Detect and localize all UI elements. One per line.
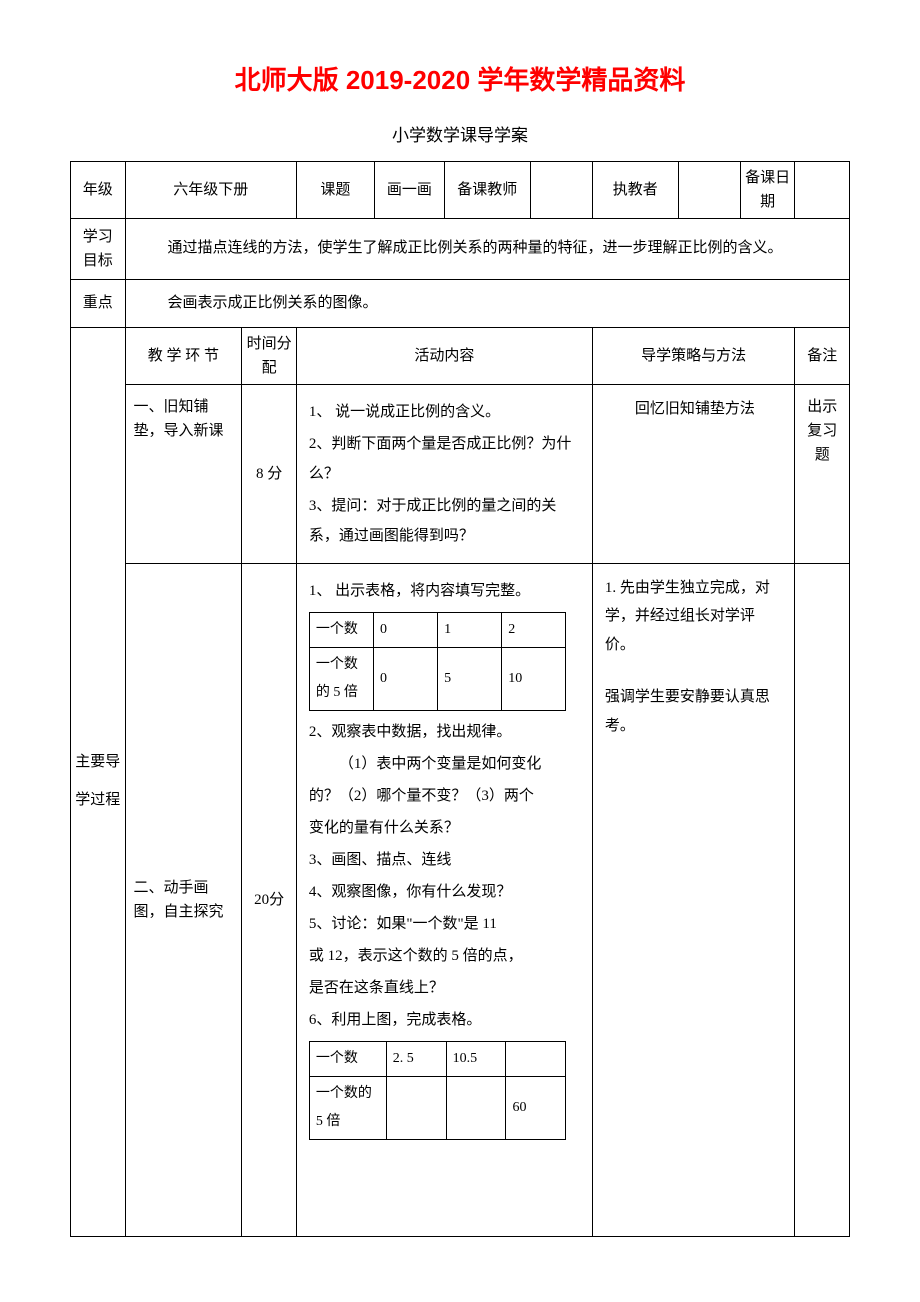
date-label: 备课日期 [740,161,795,218]
col-remark: 备注 [795,327,850,384]
s2-line2: （1）表中两个变量是如何变化 [309,749,580,779]
s2-line5: 3、画图、描点、连线 [309,845,580,875]
page-subtitle: 小学数学课导学案 [70,122,850,149]
t1-r1-c1: 一个数 [309,612,373,647]
topic-label: 课题 [296,161,374,218]
prep-teacher-value [530,161,592,218]
t2-r2-c1: 一个数的 5 倍 [309,1076,386,1139]
t2-r1-c1: 一个数 [309,1041,386,1076]
goal-row: 学习目标 通过描点连线的方法，使学生了解成正比例关系的两种量的特征，进一步理解正… [71,218,850,279]
section1-strategy: 回忆旧知铺垫方法 [592,384,795,563]
t2-r1-c3: 10.5 [446,1041,506,1076]
col-activity: 活动内容 [296,327,592,384]
table-row: 一个数的 5 倍 0 5 10 [309,647,565,710]
columns-row: 主要导学过程 教 学 环 节 时间分配 活动内容 导学策略与方法 备注 [71,327,850,384]
col-time: 时间分配 [242,327,297,384]
t2-r2-c3 [446,1076,506,1139]
process-label: 主要导学过程 [71,327,126,1236]
t1-r2-c2: 0 [373,647,437,710]
s2-strat1: 1. 先由学生独立完成，对学，并经过组长对学评价。 [605,574,783,660]
s1-line3: 3、提问：对于成正比例的量之间的关系，通过画图能得到吗？ [309,491,580,551]
t1-r1-c3: 1 [438,612,502,647]
inner-table-1: 一个数 0 1 2 一个数的 5 倍 0 5 10 [309,612,566,711]
prep-teacher-label: 备课教师 [444,161,530,218]
section2-time: 20分 [242,563,297,1236]
s2-strat-gap [605,659,783,683]
t2-r2-c2 [386,1076,446,1139]
section2-remark [795,563,850,1236]
s1-line2: 2、判断下面两个量是否成正比例？为什么？ [309,429,580,489]
t1-r1-c2: 0 [373,612,437,647]
s2-line4: 变化的量有什么关系？ [309,813,580,843]
t1-r2-c4: 10 [502,647,566,710]
goal-label: 学习目标 [71,218,126,279]
section2-activity: 1、 出示表格，将内容填写完整。 一个数 0 1 2 一个数的 5 倍 0 5 … [296,563,592,1236]
teacher-label: 执教者 [592,161,678,218]
s2-before-table1: 1、 出示表格，将内容填写完整。 [309,576,580,606]
t2-r1-c4 [506,1041,566,1076]
table-row: 一个数 0 1 2 [309,612,565,647]
col-phase: 教 学 环 节 [125,327,242,384]
s2-line10: 6、利用上图，完成表格。 [309,1005,580,1035]
section2-phase: 二、动手画图，自主探究 [125,563,242,1236]
section2-strategy: 1. 先由学生独立完成，对学，并经过组长对学评价。 强调学生要安静要认真思考。 [592,563,795,1236]
lesson-plan-table: 年级 六年级下册 课题 画一画 备课教师 执教者 备课日期 学习目标 通过描点连… [70,161,850,1237]
inner-table-2: 一个数 2. 5 10.5 一个数的 5 倍 60 [309,1041,566,1140]
section2-row: 二、动手画图，自主探究 20分 1、 出示表格，将内容填写完整。 一个数 0 1… [71,563,850,1236]
grade-value: 六年级下册 [125,161,296,218]
s2-line7: 5、讨论：如果"一个数"是 11 [309,909,580,939]
keypoint-row: 重点 会画表示成正比例关系的图像。 [71,279,850,327]
s2-line9: 是否在这条直线上？ [309,973,580,1003]
s2-line6: 4、观察图像，你有什么发现？ [309,877,580,907]
keypoint-text: 会画表示成正比例关系的图像。 [125,279,849,327]
s2-line8: 或 12，表示这个数的 5 倍的点， [309,941,580,971]
s2-strat2: 强调学生要安静要认真思考。 [605,683,783,740]
section1-row: 一、旧知铺垫，导入新课 8 分 1、 说一说成正比例的含义。 2、判断下面两个量… [71,384,850,563]
grade-label: 年级 [71,161,126,218]
section1-time: 8 分 [242,384,297,563]
keypoint-label: 重点 [71,279,126,327]
t2-r2-c4: 60 [506,1076,566,1139]
goal-text: 通过描点连线的方法，使学生了解成正比例关系的两种量的特征，进一步理解正比例的含义… [125,218,849,279]
table-row: 一个数的 5 倍 60 [309,1076,565,1139]
topic-value: 画一画 [374,161,444,218]
teacher-value [678,161,740,218]
date-value [795,161,850,218]
col-strategy: 导学策略与方法 [592,327,795,384]
table-row: 一个数 2. 5 10.5 [309,1041,565,1076]
s1-line1: 1、 说一说成正比例的含义。 [309,397,580,427]
s2-line1: 2、观察表中数据，找出规律。 [309,717,580,747]
t1-r1-c4: 2 [502,612,566,647]
t2-r1-c2: 2. 5 [386,1041,446,1076]
t1-r2-c1: 一个数的 5 倍 [309,647,373,710]
page-title: 北师大版 2019-2020 学年数学精品资料 [70,60,850,102]
section1-phase: 一、旧知铺垫，导入新课 [125,384,242,563]
header-row: 年级 六年级下册 课题 画一画 备课教师 执教者 备课日期 [71,161,850,218]
s2-line3: 的？（2）哪个量不变？（3）两个 [309,781,580,811]
section1-activity: 1、 说一说成正比例的含义。 2、判断下面两个量是否成正比例？为什么？ 3、提问… [296,384,592,563]
t1-r2-c3: 5 [438,647,502,710]
section1-remark: 出示复习题 [795,384,850,563]
